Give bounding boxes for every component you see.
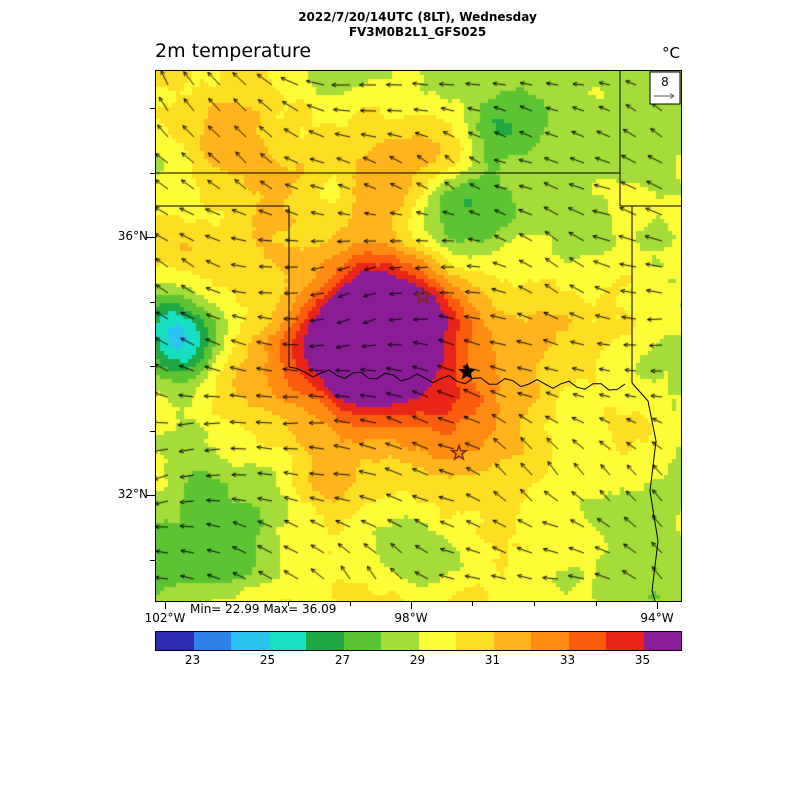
lat-minor-tick-mark bbox=[150, 302, 155, 303]
colorbar-tick-label: 27 bbox=[334, 653, 351, 667]
colorbar-segment bbox=[493, 632, 531, 650]
reference-vector-frame bbox=[649, 71, 681, 105]
lon-minor-tick-mark bbox=[472, 601, 473, 606]
colorbar-segment bbox=[456, 632, 494, 650]
lat-tick-mark bbox=[146, 237, 155, 238]
colorbar-tick-label: 33 bbox=[559, 653, 576, 667]
colorbar-segment bbox=[381, 632, 419, 650]
colorbar-segment bbox=[343, 632, 381, 650]
colorbar-segment bbox=[643, 632, 681, 650]
map-plot-area: 8 bbox=[155, 70, 682, 602]
colorbar-segment bbox=[156, 632, 194, 650]
colorbar-tick-label: 35 bbox=[634, 653, 651, 667]
lat-tick-label: 36°N bbox=[117, 229, 148, 243]
lon-minor-tick-mark bbox=[534, 601, 535, 606]
colorbar-segment bbox=[531, 632, 569, 650]
map-markers bbox=[413, 286, 476, 461]
state-border-line bbox=[631, 382, 659, 601]
lon-tick-mark bbox=[411, 601, 412, 609]
units-label: °C bbox=[662, 44, 680, 62]
colorbar-tick-label: 29 bbox=[409, 653, 426, 667]
reference-vector-value: 8 bbox=[661, 75, 669, 89]
city-marker-open-star-icon bbox=[413, 286, 433, 304]
lat-minor-tick-mark bbox=[150, 108, 155, 109]
lon-tick-label: 102°W bbox=[144, 611, 186, 625]
plot-title: 2m temperature bbox=[155, 40, 312, 62]
header-model-name: FV3M0B2L1_GFS025 bbox=[348, 25, 487, 39]
lon-minor-tick-mark bbox=[226, 601, 227, 606]
colorbar-tick-label: 25 bbox=[259, 653, 276, 667]
colorbar bbox=[155, 631, 682, 651]
lon-tick-mark bbox=[165, 601, 166, 609]
lat-tick-label: 32°N bbox=[117, 487, 148, 501]
minmax-stats: Min= 22.99 Max= 36.09 bbox=[190, 602, 337, 616]
header-datetime: 2022/7/20/14UTC (8LT), Wednesday bbox=[298, 10, 537, 24]
reference-vector-arrow-icon bbox=[654, 93, 675, 99]
colorbar-tick-label: 31 bbox=[484, 653, 501, 667]
lon-minor-tick-mark bbox=[596, 601, 597, 606]
temperature-field-canvas bbox=[156, 71, 681, 601]
lat-minor-tick-mark bbox=[150, 560, 155, 561]
reference-vector-box: 8 bbox=[649, 71, 681, 105]
lat-minor-tick-mark bbox=[150, 366, 155, 367]
colorbar-segment bbox=[193, 632, 231, 650]
lat-tick-mark bbox=[146, 495, 155, 496]
colorbar-segment bbox=[568, 632, 606, 650]
lon-minor-tick-mark bbox=[350, 601, 351, 606]
colorbar-segment bbox=[306, 632, 344, 650]
colorbar-segment bbox=[231, 632, 269, 650]
map-overlay: 8 bbox=[156, 71, 681, 601]
colorbar-tick-label: 23 bbox=[184, 653, 201, 667]
lon-tick-label: 98°W bbox=[394, 611, 428, 625]
colorbar-segment bbox=[268, 632, 306, 650]
city-marker-open-star-icon bbox=[449, 443, 469, 461]
lon-tick-label: 94°W bbox=[640, 611, 674, 625]
lon-tick-mark bbox=[657, 601, 658, 609]
state-border-line bbox=[288, 366, 626, 391]
colorbar-segment bbox=[418, 632, 456, 650]
lat-minor-tick-mark bbox=[150, 173, 155, 174]
lon-minor-tick-mark bbox=[288, 601, 289, 606]
colorbar-segment bbox=[606, 632, 644, 650]
city-marker-filled-star-icon bbox=[458, 362, 476, 380]
state-borders bbox=[156, 71, 681, 601]
lat-minor-tick-mark bbox=[150, 431, 155, 432]
